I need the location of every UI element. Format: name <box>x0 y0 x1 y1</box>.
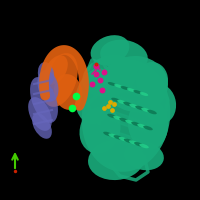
Ellipse shape <box>103 132 113 136</box>
Ellipse shape <box>136 62 168 98</box>
Ellipse shape <box>117 100 127 104</box>
Ellipse shape <box>140 92 148 96</box>
Ellipse shape <box>124 139 133 143</box>
Ellipse shape <box>121 86 129 90</box>
Ellipse shape <box>141 108 151 112</box>
Ellipse shape <box>144 84 176 124</box>
Ellipse shape <box>79 106 121 154</box>
Point <box>90 82 94 86</box>
Ellipse shape <box>104 56 168 112</box>
Ellipse shape <box>134 142 144 147</box>
Ellipse shape <box>100 40 148 72</box>
Polygon shape <box>114 95 154 117</box>
Point <box>13 169 17 173</box>
Ellipse shape <box>147 110 157 114</box>
Ellipse shape <box>37 70 59 102</box>
Point <box>94 72 98 76</box>
Ellipse shape <box>113 116 123 120</box>
Point <box>112 102 116 106</box>
Point <box>94 62 98 66</box>
Ellipse shape <box>42 53 78 107</box>
Ellipse shape <box>124 142 164 170</box>
Ellipse shape <box>131 122 141 126</box>
Ellipse shape <box>28 97 52 131</box>
Ellipse shape <box>114 84 123 88</box>
Ellipse shape <box>91 35 129 65</box>
Ellipse shape <box>127 88 135 92</box>
Point <box>70 106 74 110</box>
Ellipse shape <box>111 98 121 102</box>
Polygon shape <box>110 111 150 133</box>
Ellipse shape <box>88 140 144 180</box>
Point <box>106 104 110 108</box>
Point <box>94 64 98 68</box>
Point <box>98 78 102 82</box>
Point <box>74 94 78 98</box>
Ellipse shape <box>137 124 147 128</box>
Ellipse shape <box>119 118 129 122</box>
Ellipse shape <box>129 140 138 145</box>
Ellipse shape <box>143 126 153 130</box>
Ellipse shape <box>108 82 116 86</box>
Ellipse shape <box>128 98 168 150</box>
Ellipse shape <box>38 62 54 86</box>
Polygon shape <box>106 129 146 151</box>
Ellipse shape <box>133 90 142 94</box>
Point <box>100 88 104 92</box>
Ellipse shape <box>75 68 117 124</box>
Ellipse shape <box>108 133 118 138</box>
Ellipse shape <box>82 60 170 172</box>
Ellipse shape <box>32 113 52 139</box>
Ellipse shape <box>82 55 138 97</box>
Point <box>108 100 112 104</box>
Ellipse shape <box>54 74 82 110</box>
Ellipse shape <box>125 120 135 124</box>
Ellipse shape <box>119 137 128 141</box>
Ellipse shape <box>30 77 58 123</box>
Point <box>102 70 106 74</box>
Ellipse shape <box>135 106 145 110</box>
Ellipse shape <box>129 104 139 108</box>
Point <box>110 108 114 112</box>
Ellipse shape <box>114 135 123 140</box>
Point <box>102 106 106 110</box>
Polygon shape <box>111 80 145 98</box>
Ellipse shape <box>139 144 149 148</box>
Ellipse shape <box>107 114 117 118</box>
Ellipse shape <box>123 102 133 106</box>
Ellipse shape <box>44 55 68 85</box>
